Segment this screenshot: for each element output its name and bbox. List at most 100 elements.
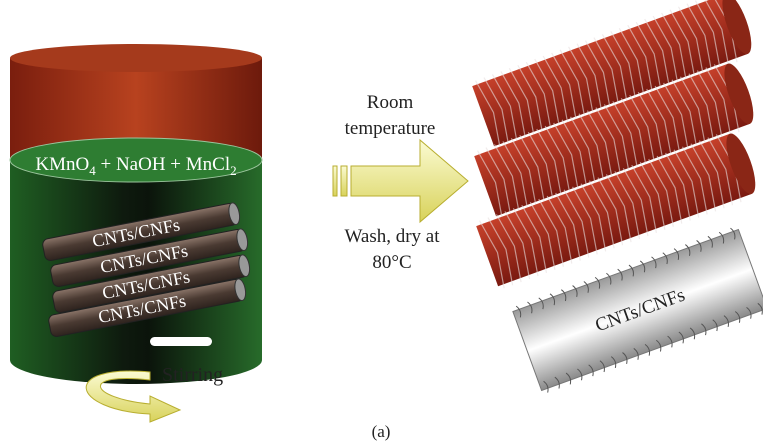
flake <box>493 144 520 213</box>
flake <box>586 110 613 179</box>
flake <box>648 158 674 227</box>
flake <box>661 12 687 81</box>
flake <box>614 171 641 240</box>
flake <box>578 113 605 182</box>
shell <box>696 240 729 328</box>
shell <box>628 264 662 352</box>
flake <box>593 37 620 106</box>
shell <box>617 268 651 356</box>
shell <box>685 244 718 332</box>
flake <box>500 71 527 140</box>
flake <box>508 68 535 137</box>
shell <box>639 260 673 348</box>
tube-end <box>724 63 754 125</box>
stirring-label: Stirring <box>162 364 223 386</box>
process-arrow <box>332 138 469 224</box>
flake <box>618 28 645 97</box>
flake <box>663 82 689 151</box>
flake <box>561 119 588 188</box>
shell <box>651 256 684 344</box>
flake <box>690 143 717 212</box>
flake <box>559 49 586 118</box>
flake <box>656 155 683 224</box>
flake <box>605 174 632 243</box>
flake <box>544 125 571 194</box>
rod-end <box>234 278 247 302</box>
flake <box>707 137 734 206</box>
flake <box>686 3 713 72</box>
flake <box>525 61 552 130</box>
flake <box>495 214 522 283</box>
flake <box>698 140 725 209</box>
rod-end <box>236 228 249 252</box>
arrow-label-above: Room <box>367 92 414 113</box>
flake <box>502 141 529 210</box>
flake <box>542 55 569 124</box>
product: CNTs/CNFs <box>472 0 763 393</box>
stir-bar <box>150 337 212 346</box>
core-tube: CNTs/CNFs <box>512 227 763 393</box>
tube-end <box>722 0 752 55</box>
arrow-label-below: 80°C <box>372 252 411 273</box>
rod-end <box>238 254 251 278</box>
flake <box>475 80 501 149</box>
shell <box>572 285 605 373</box>
flake <box>517 64 544 134</box>
flake <box>652 15 679 84</box>
tube-body <box>472 0 748 147</box>
shell <box>549 293 583 381</box>
shell <box>707 235 741 323</box>
shell <box>594 276 628 364</box>
flake <box>485 147 512 216</box>
flake <box>635 21 662 90</box>
flake <box>553 122 579 191</box>
shell <box>718 231 752 319</box>
flake <box>694 0 721 69</box>
flake <box>665 152 691 221</box>
tube-body <box>474 63 750 217</box>
flake <box>620 98 647 167</box>
flake <box>631 164 657 233</box>
flake <box>705 67 732 136</box>
flake <box>551 52 577 121</box>
flake <box>568 46 594 115</box>
flake <box>563 189 590 258</box>
flake <box>510 138 537 207</box>
tube-end <box>726 133 756 195</box>
flake <box>654 85 681 154</box>
flake <box>588 180 615 249</box>
coated-tube <box>472 0 752 149</box>
coated-tube <box>474 63 754 219</box>
flake <box>529 201 556 270</box>
shell <box>538 297 572 385</box>
flake <box>603 104 630 173</box>
flake <box>671 79 698 148</box>
shell <box>606 272 639 360</box>
shell <box>662 252 696 340</box>
flake <box>546 195 573 264</box>
flake <box>612 101 639 170</box>
flake <box>538 198 564 267</box>
flake <box>580 183 607 252</box>
beaker: KMnO4 + NaOH + MnCl2 CNTs/CNFsCNTs/CNFsC… <box>9 44 263 384</box>
flake <box>487 217 514 286</box>
shell <box>527 301 560 389</box>
shell <box>673 248 707 336</box>
flake <box>610 31 637 100</box>
solution-label: KMnO4 + NaOH + MnCl2 <box>35 154 236 178</box>
flake <box>536 128 562 197</box>
caption: (a) <box>372 422 391 441</box>
flake <box>512 208 539 277</box>
flake <box>597 177 624 246</box>
flake <box>570 116 596 185</box>
flake <box>644 18 670 87</box>
flake <box>483 77 510 146</box>
flake <box>504 211 531 280</box>
shell <box>583 281 617 369</box>
rod-end <box>228 202 241 226</box>
coated-tube <box>476 133 756 289</box>
flake <box>681 146 708 215</box>
flake <box>572 186 598 255</box>
flake <box>637 91 664 160</box>
